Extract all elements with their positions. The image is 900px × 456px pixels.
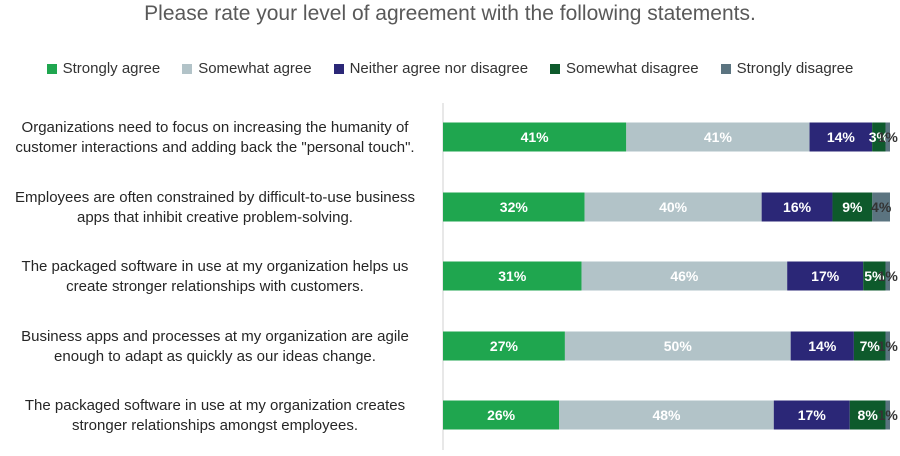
bar-segment	[773, 400, 850, 430]
category-label: The packaged software in use at my organ…	[25, 397, 405, 434]
data-label: 27%	[490, 338, 519, 354]
category-label-line: customer interactions and adding back th…	[15, 139, 414, 156]
legend-swatch	[182, 63, 193, 74]
data-label: 5%	[864, 268, 885, 284]
category-label: The packaged software in use at my organ…	[22, 258, 409, 295]
data-label: 41%	[704, 129, 733, 145]
legend-label: Strongly disagree	[736, 60, 854, 77]
data-label: 8%	[858, 407, 879, 423]
category-label-line: create stronger relationships with custo…	[66, 278, 364, 295]
data-label: 7%	[860, 338, 881, 354]
data-label: 17%	[811, 268, 840, 284]
data-label: 50%	[664, 338, 693, 354]
data-label: 14%	[808, 338, 837, 354]
legend-swatch	[720, 63, 731, 74]
bar-segment	[584, 192, 762, 222]
legend-label: Somewhat agree	[198, 60, 312, 77]
data-label: 1%	[878, 407, 899, 423]
bar-segment	[832, 192, 873, 222]
data-label: 17%	[798, 407, 827, 423]
data-label: 46%	[670, 268, 699, 284]
bar-segment	[863, 261, 886, 291]
bar-segment	[853, 331, 886, 361]
data-label: 14%	[827, 129, 856, 145]
bar-segment	[559, 400, 774, 430]
category-label-line: stronger relationships amongst employees…	[72, 417, 358, 434]
bar-segment	[443, 122, 627, 152]
data-label: 26%	[487, 407, 516, 423]
chart-title: Please rate your level of agreement with…	[144, 2, 756, 25]
data-label: 1%	[878, 129, 899, 145]
bar-segment	[564, 331, 791, 361]
bar-segment	[849, 400, 886, 430]
data-label: 31%	[498, 268, 527, 284]
data-label: 32%	[500, 199, 529, 215]
legend-item: Strongly agree	[46, 60, 161, 77]
data-label: 4%	[871, 199, 892, 215]
legend-label: Neither agree nor disagree	[349, 60, 529, 77]
legend-item: Somewhat agree	[182, 60, 312, 77]
legend-item: Somewhat disagree	[550, 60, 699, 77]
bar-segment	[443, 192, 585, 222]
data-label: 41%	[521, 129, 550, 145]
category-label: Organizations need to focus on increasin…	[15, 119, 414, 156]
data-label: 48%	[652, 407, 681, 423]
bar-segment	[885, 261, 890, 291]
bar-segment	[443, 331, 565, 361]
category-label: Employees are often constrained by diffi…	[15, 189, 415, 226]
data-label: 9%	[842, 199, 863, 215]
category-label-line: enough to adapt as quickly as our ideas …	[54, 348, 376, 365]
data-label: 40%	[659, 199, 688, 215]
legend-label: Somewhat disagree	[566, 60, 699, 77]
bar-segment	[443, 400, 560, 430]
data-label: 16%	[783, 199, 812, 215]
category-label-line: Business apps and processes at my organi…	[21, 328, 409, 345]
legend-item: Neither agree nor disagree	[333, 60, 529, 77]
data-label: 1%	[878, 268, 899, 284]
category-label-line: The packaged software in use at my organ…	[22, 258, 409, 275]
legend-swatch	[46, 63, 57, 74]
bar-segment	[885, 400, 890, 430]
legend-swatch	[550, 63, 561, 74]
data-label: 3%	[869, 129, 890, 145]
bar-segment	[809, 122, 873, 152]
category-label-line: Employees are often constrained by diffi…	[15, 189, 415, 206]
legend-item: Strongly disagree	[720, 60, 854, 77]
category-label-line: The packaged software in use at my organ…	[25, 397, 405, 414]
category-label: Business apps and processes at my organi…	[21, 328, 409, 365]
category-label-line: apps that inhibit creative problem-solvi…	[77, 209, 353, 226]
bar-segment	[626, 122, 810, 152]
category-label-line: Organizations need to focus on increasin…	[22, 119, 410, 136]
bar-segment	[581, 261, 788, 291]
bar-segment	[885, 331, 890, 361]
bar-segment	[443, 261, 582, 291]
bar-segment	[787, 261, 864, 291]
bar-segment	[872, 122, 886, 152]
bar-segment	[761, 192, 833, 222]
legend-swatch	[333, 63, 344, 74]
legend: Strongly agree Somewhat agree Neither agre…	[0, 60, 900, 77]
bar-segment	[790, 331, 854, 361]
data-label: 1%	[878, 338, 899, 354]
legend-label: Strongly agree	[62, 60, 161, 77]
bar-segment	[885, 122, 890, 152]
bar-segment	[872, 192, 890, 222]
